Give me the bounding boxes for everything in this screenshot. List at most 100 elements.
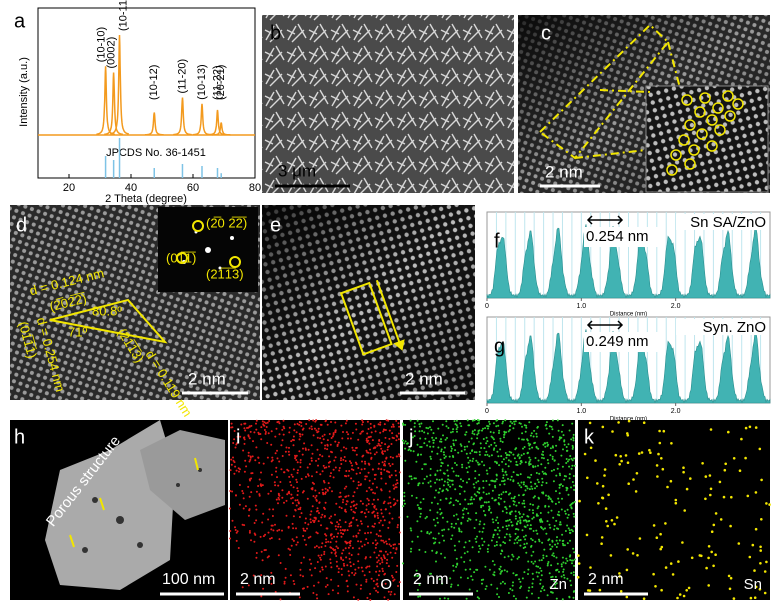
eds-dot	[546, 444, 549, 447]
eds-dot	[347, 433, 350, 436]
eds-dot	[391, 556, 394, 559]
eds-dot	[449, 497, 452, 500]
eds-dot	[466, 550, 469, 553]
angle-triangle	[49, 298, 168, 344]
eds-dot	[728, 587, 732, 591]
eds-dot	[392, 423, 395, 426]
eds-dot	[328, 465, 330, 468]
eds-dot	[548, 425, 551, 428]
eds-dot	[295, 454, 298, 457]
eds-dot	[255, 552, 258, 554]
eds-dot	[573, 525, 576, 528]
eds-dot	[331, 435, 334, 438]
eds-dot	[267, 518, 270, 521]
eds-dot	[426, 444, 429, 447]
eds-dot	[441, 423, 444, 426]
eds-dot	[436, 517, 439, 520]
eds-dot	[627, 419, 631, 423]
eds-dot	[382, 539, 384, 542]
eds-dot	[499, 448, 502, 451]
eds-dot	[275, 498, 278, 501]
eds-dot	[443, 457, 446, 459]
eds-dot	[433, 542, 435, 545]
eds-dot	[543, 548, 546, 551]
eds-dot	[634, 490, 638, 493]
eds-dot	[527, 573, 529, 575]
eds-dot	[424, 437, 427, 440]
eds-dot	[378, 570, 381, 573]
eds-dot	[528, 508, 531, 511]
eds-dot	[324, 585, 327, 588]
eds-dot	[753, 596, 757, 599]
eds-dot	[475, 540, 478, 543]
eds-dot	[519, 580, 522, 583]
eds-dot	[350, 524, 353, 527]
eds-dot	[485, 480, 488, 482]
eds-dot	[729, 576, 733, 580]
eds-dot	[531, 586, 534, 588]
eds-dot	[558, 570, 560, 573]
eds-dot	[335, 540, 338, 543]
eds-dot	[307, 448, 310, 451]
eds-dot	[478, 487, 481, 490]
eds-dot	[505, 490, 508, 493]
eds-dot	[342, 532, 345, 535]
eds-dot	[571, 422, 574, 425]
eds-dot	[562, 561, 565, 564]
eds-dot	[446, 520, 449, 523]
atom-marker	[696, 128, 708, 140]
eds-dot	[445, 425, 448, 428]
eds-dot	[349, 544, 352, 547]
eds-dot	[671, 573, 675, 576]
eds-dot	[238, 470, 240, 473]
eds-dot	[314, 496, 317, 499]
eds-dot	[507, 524, 510, 527]
eds-dot	[379, 535, 382, 538]
eds-dot	[485, 469, 488, 472]
eds-dot	[473, 442, 475, 445]
eds-dot	[368, 463, 371, 466]
eds-dot	[278, 433, 281, 436]
eds-dot	[404, 423, 407, 426]
eds-dot	[438, 491, 440, 494]
eds-dot	[607, 493, 610, 497]
eds-dot	[460, 486, 463, 488]
y-axis-label: Intensity (a.u.)	[18, 57, 30, 127]
eds-dot	[244, 459, 247, 462]
eds-dot	[538, 559, 541, 562]
eds-dot	[458, 528, 461, 531]
eds-dot	[261, 484, 264, 487]
eds-dot	[394, 543, 396, 546]
eds-dot	[528, 527, 531, 530]
eds-dot	[328, 486, 331, 489]
eds-dot	[263, 421, 266, 424]
eds-dot	[457, 475, 460, 477]
eds-dot	[425, 426, 428, 429]
spot-circles	[176, 220, 241, 268]
eds-dot	[302, 447, 304, 450]
eds-dot	[438, 479, 441, 481]
eds-dot	[499, 437, 502, 440]
eds-dot	[554, 450, 557, 452]
eds-dot	[374, 539, 377, 542]
eds-dot	[368, 442, 371, 445]
eds-dot	[440, 512, 443, 514]
eds-dot	[522, 547, 525, 549]
eds-dot	[263, 429, 266, 431]
eds-dot	[365, 578, 368, 581]
eds-dot	[497, 526, 499, 529]
eds-dot	[469, 518, 472, 521]
eds-dot	[235, 494, 237, 497]
eds-dot	[262, 423, 265, 426]
element-label: Sn	[744, 576, 762, 593]
eds-dot	[275, 466, 278, 469]
eds-dot	[355, 463, 358, 466]
eds-dot	[312, 419, 315, 422]
eds-dot	[498, 529, 501, 532]
eds-dot	[458, 530, 461, 533]
eds-dot	[493, 544, 496, 547]
eds-dot	[249, 430, 252, 433]
eds-dot	[499, 572, 502, 575]
eds-dot	[377, 534, 380, 537]
eds-dot	[270, 490, 272, 493]
